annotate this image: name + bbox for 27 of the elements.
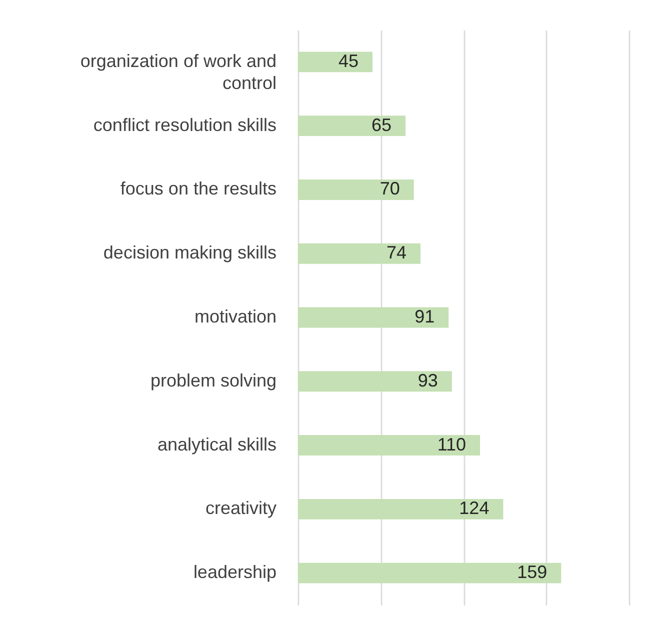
bar xyxy=(298,243,420,264)
data-label: 45 xyxy=(338,50,358,71)
y-tick-label: motivation xyxy=(194,306,276,326)
bar xyxy=(298,307,449,328)
bar xyxy=(298,180,414,200)
y-tick-label: decision making skills xyxy=(103,242,276,263)
y-tick-label: focus on the results xyxy=(120,178,276,199)
data-label: 70 xyxy=(380,178,400,199)
y-tick-label: problem solving xyxy=(150,370,276,390)
y-tick-label: leadership xyxy=(193,562,276,582)
bar xyxy=(298,435,480,456)
y-tick-label: analytical skills xyxy=(157,434,276,454)
y-tick-label: conflict resolution skills xyxy=(93,114,276,135)
data-label: 74 xyxy=(386,242,406,263)
bar xyxy=(298,562,562,584)
data-label: 124 xyxy=(459,498,490,518)
data-label: 110 xyxy=(437,434,466,454)
bar xyxy=(298,116,406,136)
bar xyxy=(298,52,372,72)
data-label: 93 xyxy=(418,370,438,390)
bar xyxy=(298,498,504,520)
data-label: 159 xyxy=(517,562,548,582)
bar xyxy=(298,371,452,392)
data-label: 65 xyxy=(372,114,392,135)
data-label: 91 xyxy=(414,306,435,326)
y-tick-label: organization of work and control xyxy=(80,50,276,93)
y-tick-label: creativity xyxy=(205,498,276,518)
